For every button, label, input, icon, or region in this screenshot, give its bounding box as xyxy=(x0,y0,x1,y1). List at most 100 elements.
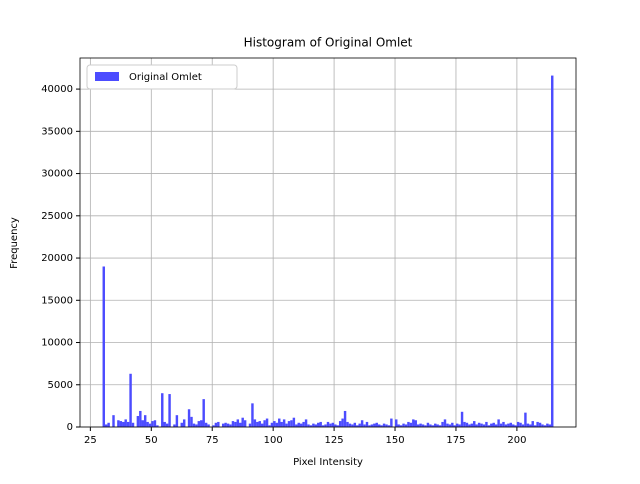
bar xyxy=(373,423,376,427)
bar xyxy=(226,423,230,427)
bar xyxy=(529,424,532,427)
bar xyxy=(107,422,110,427)
bar xyxy=(387,425,391,427)
bar xyxy=(336,425,339,427)
bar xyxy=(239,422,242,427)
bar xyxy=(280,421,283,427)
bar xyxy=(287,421,291,427)
bar xyxy=(470,423,474,427)
bar xyxy=(377,424,381,427)
bar xyxy=(314,424,318,427)
bar xyxy=(516,421,520,427)
bar xyxy=(404,424,408,427)
bar xyxy=(492,422,495,427)
bar xyxy=(317,422,320,427)
y-tick-label: 25000 xyxy=(41,211,73,222)
x-tick-label: 125 xyxy=(325,435,344,446)
bar xyxy=(468,424,471,427)
bar xyxy=(463,421,466,427)
bar xyxy=(290,420,293,427)
bar xyxy=(326,421,330,427)
bar xyxy=(341,418,344,427)
bar xyxy=(253,419,257,427)
bar xyxy=(441,421,444,427)
bar xyxy=(397,424,400,427)
bar xyxy=(548,424,552,427)
x-tick-label: 100 xyxy=(264,435,283,446)
bar xyxy=(358,423,361,427)
bar xyxy=(321,425,325,427)
bar xyxy=(480,423,483,427)
bar xyxy=(402,423,405,427)
bar xyxy=(224,422,227,427)
bar xyxy=(499,423,503,427)
bar xyxy=(229,424,232,427)
bar xyxy=(390,418,393,427)
bar xyxy=(195,424,198,427)
bar xyxy=(200,420,203,427)
bar xyxy=(221,423,225,427)
bar xyxy=(282,419,286,427)
bar xyxy=(212,425,215,427)
bar xyxy=(156,425,159,427)
y-tick-label: 10000 xyxy=(41,338,73,349)
bar xyxy=(102,266,105,427)
bar xyxy=(348,423,352,427)
bar xyxy=(241,417,244,427)
bar xyxy=(161,393,164,427)
bar xyxy=(187,409,191,427)
bar xyxy=(473,421,476,427)
bar xyxy=(163,421,166,427)
x-tick-label: 200 xyxy=(507,435,526,446)
bar xyxy=(139,410,142,427)
bar xyxy=(304,419,308,427)
bar xyxy=(431,425,435,427)
bar xyxy=(295,424,298,427)
x-tick-label: 50 xyxy=(145,435,158,446)
bar xyxy=(531,421,534,427)
bar xyxy=(182,419,186,427)
y-tick-label: 20000 xyxy=(41,253,73,264)
y-tick-label: 15000 xyxy=(41,295,73,306)
bar xyxy=(192,423,196,427)
bar xyxy=(256,421,259,427)
bar xyxy=(292,417,296,427)
bar xyxy=(173,424,176,427)
bar xyxy=(331,422,335,427)
bar xyxy=(509,422,513,427)
bar xyxy=(214,422,218,427)
bar xyxy=(465,422,469,427)
bar xyxy=(278,418,281,427)
y-tick-label: 40000 xyxy=(41,84,73,95)
bar xyxy=(460,411,464,427)
bar xyxy=(512,424,515,427)
bar xyxy=(151,421,154,427)
bar xyxy=(477,422,481,427)
bar xyxy=(524,412,527,427)
legend-box xyxy=(86,64,238,90)
bar xyxy=(514,425,517,427)
bar xyxy=(407,421,410,427)
bar xyxy=(414,420,417,427)
bar xyxy=(409,422,413,427)
bar xyxy=(307,424,310,427)
bar xyxy=(436,424,439,427)
bar xyxy=(458,424,461,427)
y-axis-label: Frequency xyxy=(9,217,20,269)
bar xyxy=(207,424,210,427)
y-tick-label: 5000 xyxy=(48,380,73,391)
bar xyxy=(385,424,388,427)
bar xyxy=(236,419,240,427)
bar xyxy=(197,421,201,427)
bar xyxy=(375,422,378,427)
bar xyxy=(502,421,505,427)
bar xyxy=(448,424,452,427)
bar xyxy=(180,422,183,427)
bar xyxy=(490,423,493,427)
bar xyxy=(117,420,120,427)
bar xyxy=(451,422,454,427)
bar xyxy=(487,425,491,427)
bar xyxy=(519,422,522,427)
bar xyxy=(248,423,252,427)
bar xyxy=(370,424,374,427)
